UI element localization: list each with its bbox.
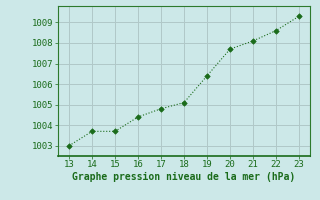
X-axis label: Graphe pression niveau de la mer (hPa): Graphe pression niveau de la mer (hPa): [72, 172, 296, 182]
